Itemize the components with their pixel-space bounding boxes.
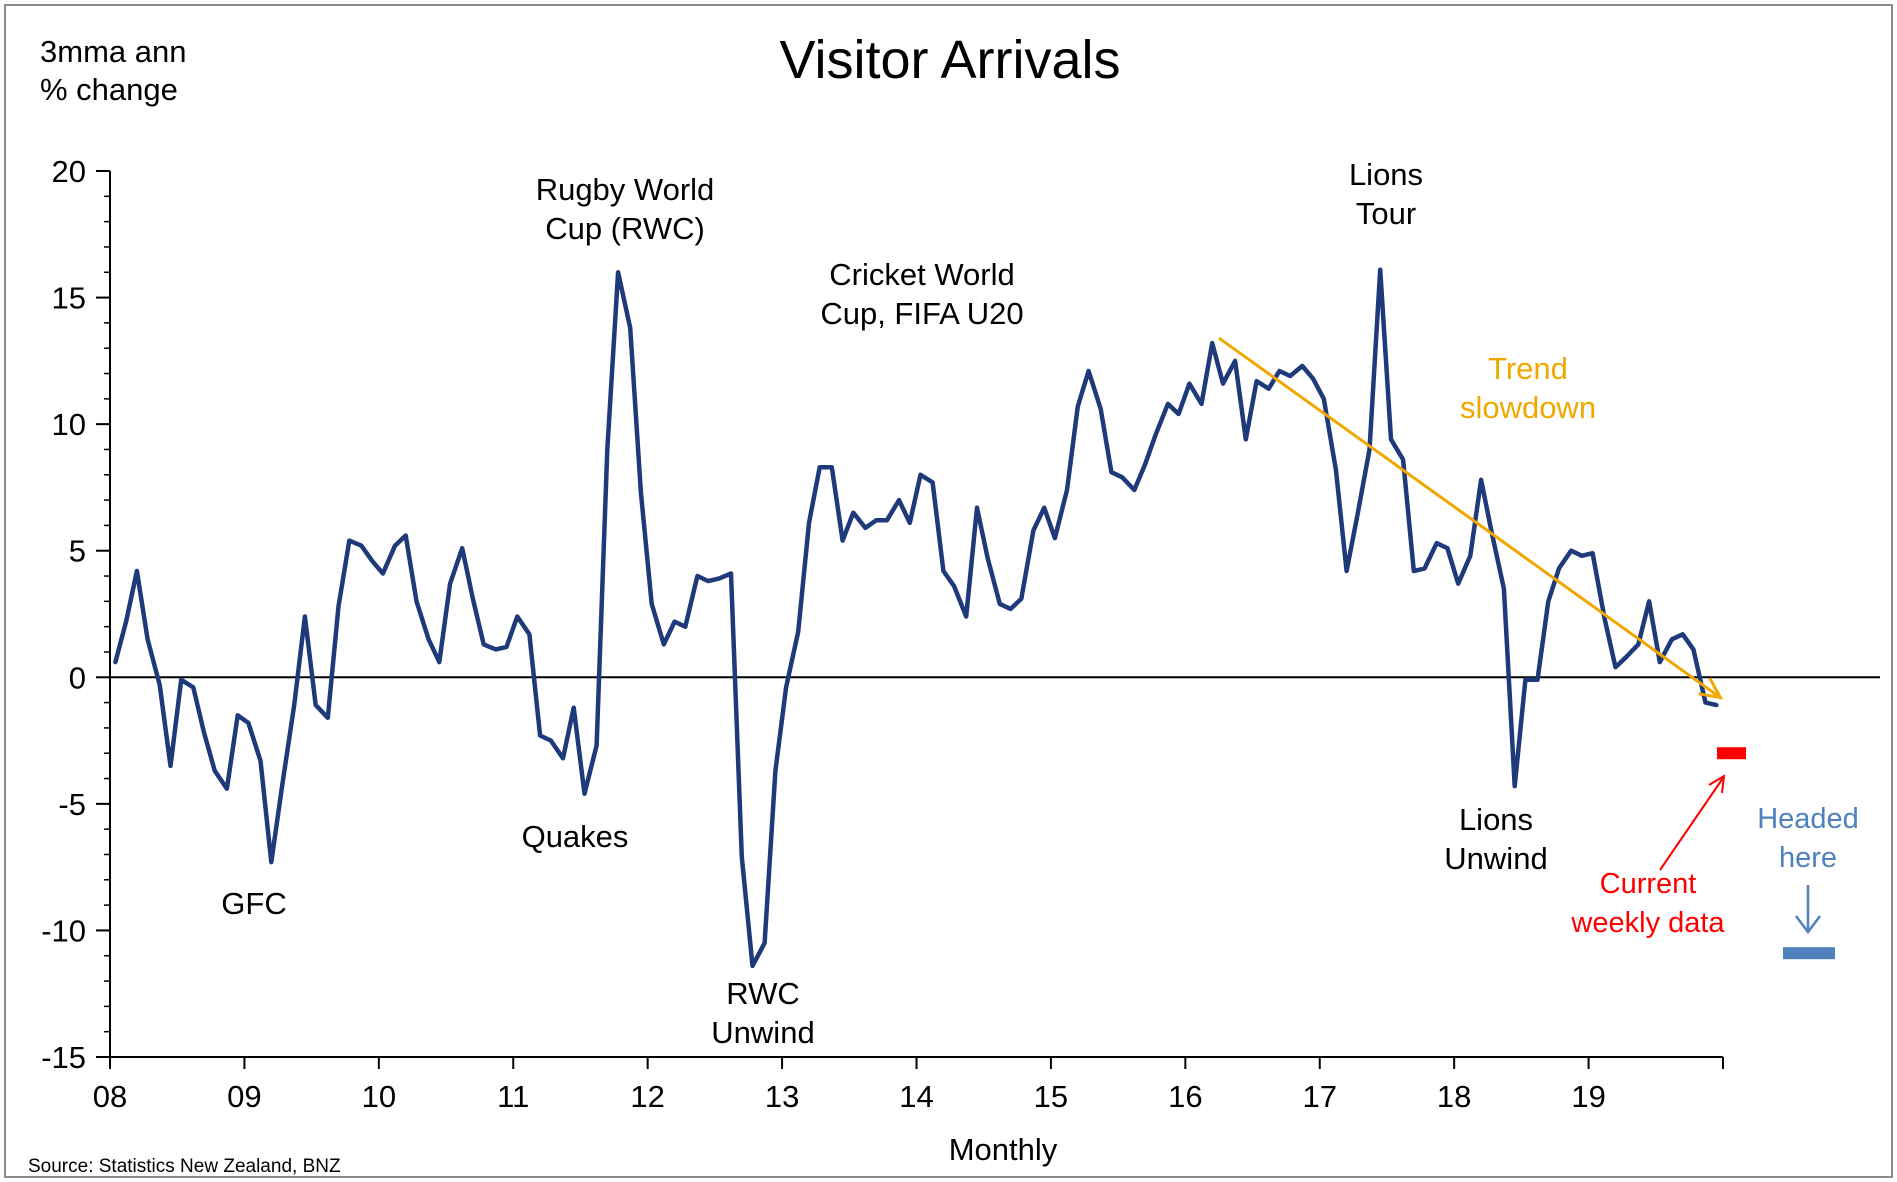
trend-arrow-line bbox=[1218, 336, 1722, 699]
visitor-arrivals-line bbox=[113, 267, 1719, 969]
y-tick-label: 0 bbox=[69, 660, 86, 695]
y-tick-label: 5 bbox=[69, 534, 86, 569]
y-tick-label: -15 bbox=[41, 1040, 86, 1075]
x-tick-label: 19 bbox=[1571, 1079, 1605, 1114]
current-weekly-arrow bbox=[1659, 777, 1724, 871]
plot-area bbox=[113, 267, 1835, 969]
annotation-rwc-line2: Cup (RWC) bbox=[545, 211, 705, 246]
annotation-group: Rugby World Cup (RWC) Cricket World Cup, FI… bbox=[221, 157, 1859, 1050]
x-tick-label: 17 bbox=[1303, 1079, 1337, 1114]
x-tick-label: 13 bbox=[765, 1079, 799, 1114]
x-tick-label: 08 bbox=[93, 1079, 127, 1114]
x-tick-label: 14 bbox=[899, 1079, 933, 1114]
x-tick-label: 15 bbox=[1034, 1079, 1068, 1114]
headed-here-marker bbox=[1783, 947, 1835, 960]
x-axis-label: Monthly bbox=[949, 1132, 1058, 1167]
annotation-rwc-line1: Rugby World bbox=[536, 172, 715, 207]
annotation-headed-line2: here bbox=[1779, 842, 1837, 874]
annotation-current-line2: weekly data bbox=[1570, 907, 1725, 939]
annotation-headed-line1: Headed bbox=[1757, 803, 1859, 835]
trend-arrow-head bbox=[1698, 677, 1724, 700]
annotation-rwc-unwind-line2: Unwind bbox=[711, 1015, 814, 1050]
y-tick-label: 20 bbox=[52, 154, 86, 189]
annotation-trend-line2: slowdown bbox=[1460, 390, 1596, 425]
current-weekly-arrowhead bbox=[1708, 774, 1726, 794]
annotation-lions-tour-line1: Lions bbox=[1349, 157, 1423, 192]
y-tick-label: 15 bbox=[52, 281, 86, 316]
x-tick-label: 16 bbox=[1168, 1079, 1202, 1114]
annotation-lions-unwind-line1: Lions bbox=[1459, 802, 1533, 837]
x-tick-label: 11 bbox=[497, 1079, 529, 1114]
annotation-lions-tour-line2: Tour bbox=[1356, 196, 1416, 231]
annotation-cricket-line1: Cricket World bbox=[829, 257, 1014, 292]
annotation-lions-unwind-line2: Unwind bbox=[1444, 841, 1547, 876]
annotation-gfc-line1: GFC bbox=[221, 886, 286, 921]
chart-border bbox=[4, 4, 1893, 1178]
source-note: Source: Statistics New Zealand, BNZ bbox=[28, 1156, 341, 1177]
y-tick-label: 10 bbox=[52, 407, 86, 442]
current-weekly-marker bbox=[1717, 747, 1746, 760]
x-tick-label: 09 bbox=[227, 1079, 261, 1114]
annotation-cricket-line2: Cup, FIFA U20 bbox=[820, 296, 1023, 331]
y-axis-label-line2: % change bbox=[40, 72, 178, 107]
annotation-rwc-unwind-line1: RWC bbox=[726, 976, 799, 1011]
chart-title: Visitor Arrivals bbox=[779, 30, 1120, 90]
y-axis-label-line1: 3mma ann bbox=[40, 34, 186, 69]
annotation-current-line1: Current bbox=[1600, 868, 1697, 900]
x-tick-label: 18 bbox=[1437, 1079, 1471, 1114]
headed-here-arrowhead bbox=[1795, 915, 1821, 935]
x-tick-label: 10 bbox=[362, 1079, 396, 1114]
y-tick-label: -5 bbox=[58, 787, 86, 822]
y-tick-label: -10 bbox=[41, 913, 86, 948]
annotation-trend-line1: Trend bbox=[1488, 351, 1568, 386]
x-tick-label: 12 bbox=[630, 1079, 664, 1114]
annotation-quakes-line1: Quakes bbox=[522, 819, 629, 854]
